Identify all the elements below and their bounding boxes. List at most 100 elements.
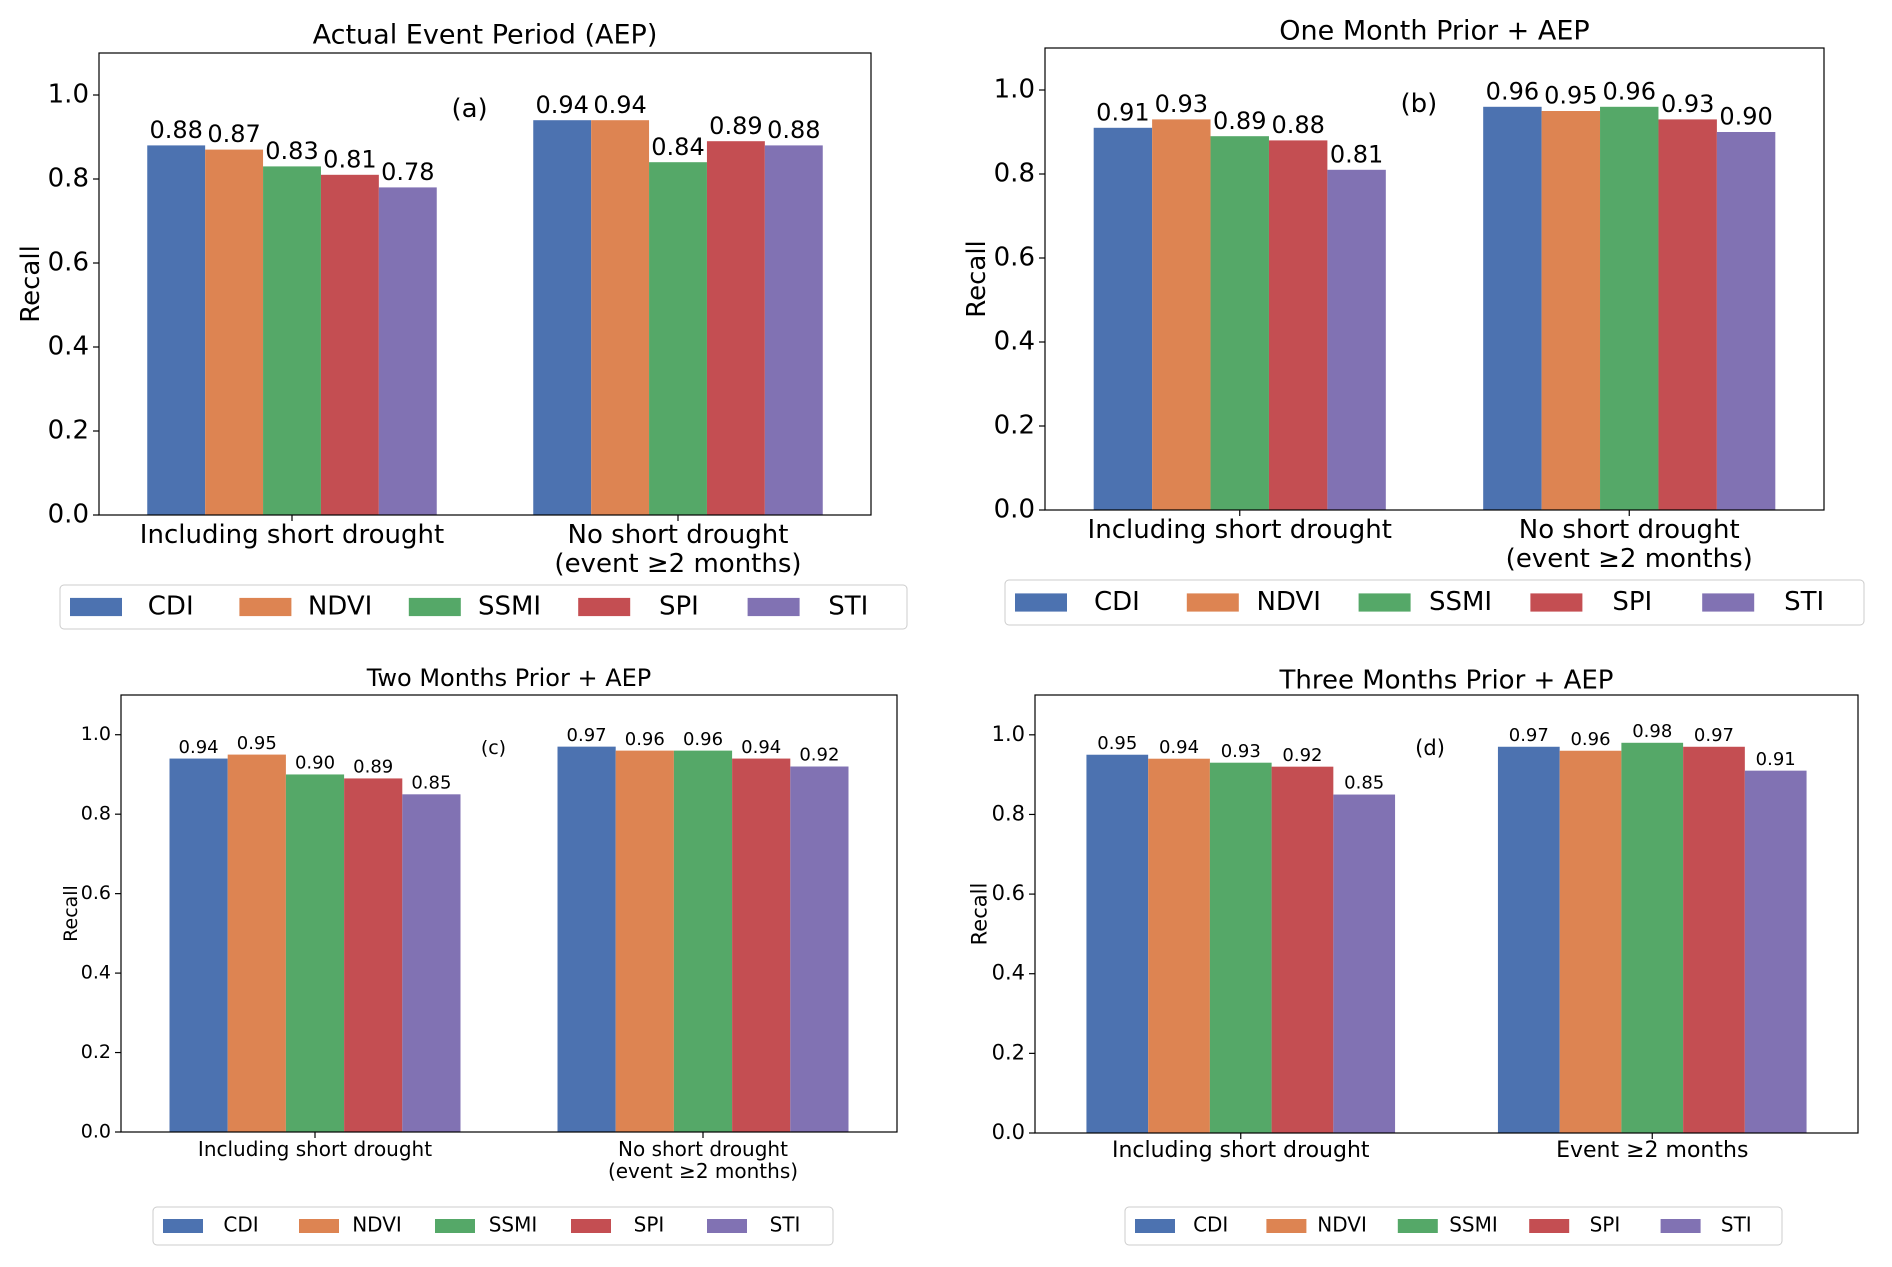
panel-label: (d) bbox=[1415, 736, 1445, 760]
legend-swatch bbox=[1266, 1219, 1307, 1233]
y-tick-label: 0.0 bbox=[48, 500, 89, 530]
legend-label: SPI bbox=[1612, 587, 1652, 617]
bar bbox=[557, 746, 616, 1132]
legend-swatch bbox=[578, 597, 631, 617]
x-tick-label: Including short drought bbox=[1087, 515, 1392, 545]
y-tick-label: 0.4 bbox=[994, 327, 1035, 357]
y-axis-label: Recall bbox=[962, 240, 992, 318]
y-tick-label: 1.0 bbox=[81, 723, 111, 745]
x-tick-label: Including short drought bbox=[197, 1137, 433, 1161]
y-tick-label: 0.8 bbox=[48, 164, 89, 194]
legend-label: SSMI bbox=[1429, 587, 1492, 617]
y-tick-label: 0.6 bbox=[81, 882, 111, 904]
legend-swatch bbox=[1135, 1219, 1175, 1233]
value-label: 0.81 bbox=[1330, 140, 1383, 168]
bar bbox=[706, 141, 765, 515]
bar bbox=[378, 187, 437, 515]
value-label: 0.90 bbox=[1719, 103, 1772, 131]
value-label: 0.95 bbox=[1544, 82, 1597, 110]
legend-label: NDVI bbox=[1317, 1213, 1367, 1237]
bar bbox=[1483, 106, 1542, 511]
legend-swatch bbox=[571, 1219, 611, 1233]
x-tick-label: No short drought (event ≥2 months) bbox=[554, 520, 802, 579]
value-label: 0.95 bbox=[237, 733, 277, 754]
legend-swatch bbox=[299, 1219, 339, 1233]
y-tick-label: 0.6 bbox=[992, 881, 1025, 905]
legend-swatch bbox=[1397, 1219, 1438, 1233]
value-label: 0.88 bbox=[767, 116, 820, 144]
bar bbox=[1093, 127, 1153, 511]
value-label: 0.85 bbox=[1344, 773, 1384, 794]
x-tick-label: No short drought (event ≥2 months) bbox=[607, 1137, 799, 1183]
plot-frame bbox=[1034, 694, 1859, 1134]
bar bbox=[1497, 746, 1560, 1133]
panel-label: (c) bbox=[481, 737, 506, 759]
legend-label: CDI bbox=[1094, 587, 1140, 617]
value-label: 0.89 bbox=[1213, 107, 1266, 135]
value-label: 0.92 bbox=[799, 745, 839, 766]
plot-frame bbox=[120, 694, 898, 1133]
legend-label: NDVI bbox=[308, 592, 372, 622]
bar bbox=[1541, 111, 1601, 510]
bar bbox=[1333, 794, 1396, 1133]
y-tick-label: 1.0 bbox=[992, 722, 1025, 746]
value-label: 0.88 bbox=[1271, 111, 1324, 139]
bar bbox=[1559, 750, 1622, 1133]
legend-label: STI bbox=[828, 592, 868, 622]
bar bbox=[344, 778, 403, 1132]
legend-label: SPI bbox=[634, 1213, 665, 1237]
value-label: 0.96 bbox=[625, 729, 665, 750]
value-label: 0.87 bbox=[207, 120, 260, 148]
legend-swatch bbox=[1358, 593, 1411, 612]
bar bbox=[169, 758, 228, 1132]
y-tick-label: 1.0 bbox=[48, 80, 89, 110]
y-tick-label: 0.8 bbox=[992, 801, 1025, 825]
y-axis-label: Recall bbox=[967, 883, 991, 946]
bar bbox=[1621, 742, 1684, 1133]
legend-label: STI bbox=[770, 1213, 801, 1237]
legend-swatch bbox=[1660, 1219, 1701, 1233]
legend-box bbox=[1124, 1206, 1783, 1246]
bar bbox=[1271, 766, 1334, 1133]
x-tick-label: No short drought (event ≥2 months) bbox=[1505, 515, 1753, 574]
legend-label: SSMI bbox=[489, 1213, 538, 1237]
legend-label: CDI bbox=[148, 592, 194, 622]
y-tick-label: 0.8 bbox=[81, 803, 111, 825]
value-label: 0.94 bbox=[1159, 737, 1199, 758]
legend-box bbox=[59, 584, 908, 630]
y-tick-label: 0.6 bbox=[994, 243, 1035, 273]
y-tick-label: 0.4 bbox=[81, 962, 111, 984]
legend-swatch bbox=[239, 597, 292, 617]
value-label: 0.94 bbox=[535, 91, 588, 119]
bar bbox=[1210, 136, 1269, 510]
bar bbox=[1209, 762, 1272, 1133]
bar bbox=[320, 174, 379, 516]
legend-label: CDI bbox=[223, 1213, 258, 1237]
bar bbox=[1086, 754, 1149, 1133]
value-label: 0.96 bbox=[1570, 729, 1610, 750]
value-label: 0.95 bbox=[1097, 733, 1137, 754]
bar bbox=[1152, 119, 1211, 511]
y-tick-label: 0.0 bbox=[994, 495, 1035, 525]
y-tick-label: 0.8 bbox=[994, 159, 1035, 189]
x-tick-label: Including short drought bbox=[1111, 1138, 1370, 1163]
value-label: 0.85 bbox=[411, 773, 451, 794]
bar bbox=[1268, 140, 1328, 510]
bar bbox=[1148, 758, 1210, 1133]
value-label: 0.94 bbox=[741, 737, 781, 758]
y-tick-label: 0.4 bbox=[48, 332, 89, 362]
legend-swatch bbox=[1529, 1219, 1570, 1233]
value-label: 0.94 bbox=[179, 737, 219, 758]
legend-swatch bbox=[163, 1219, 203, 1233]
value-label: 0.92 bbox=[1282, 745, 1322, 766]
chart-title: Three Months Prior + AEP bbox=[1279, 666, 1614, 696]
value-label: 0.91 bbox=[1096, 98, 1149, 126]
y-tick-label: 0.0 bbox=[81, 1121, 111, 1143]
legend-label: NDVI bbox=[352, 1213, 402, 1237]
value-label: 0.84 bbox=[651, 133, 704, 161]
legend-label: SSMI bbox=[478, 592, 541, 622]
bar bbox=[1327, 169, 1386, 511]
bar bbox=[649, 162, 707, 515]
bar bbox=[764, 145, 823, 515]
